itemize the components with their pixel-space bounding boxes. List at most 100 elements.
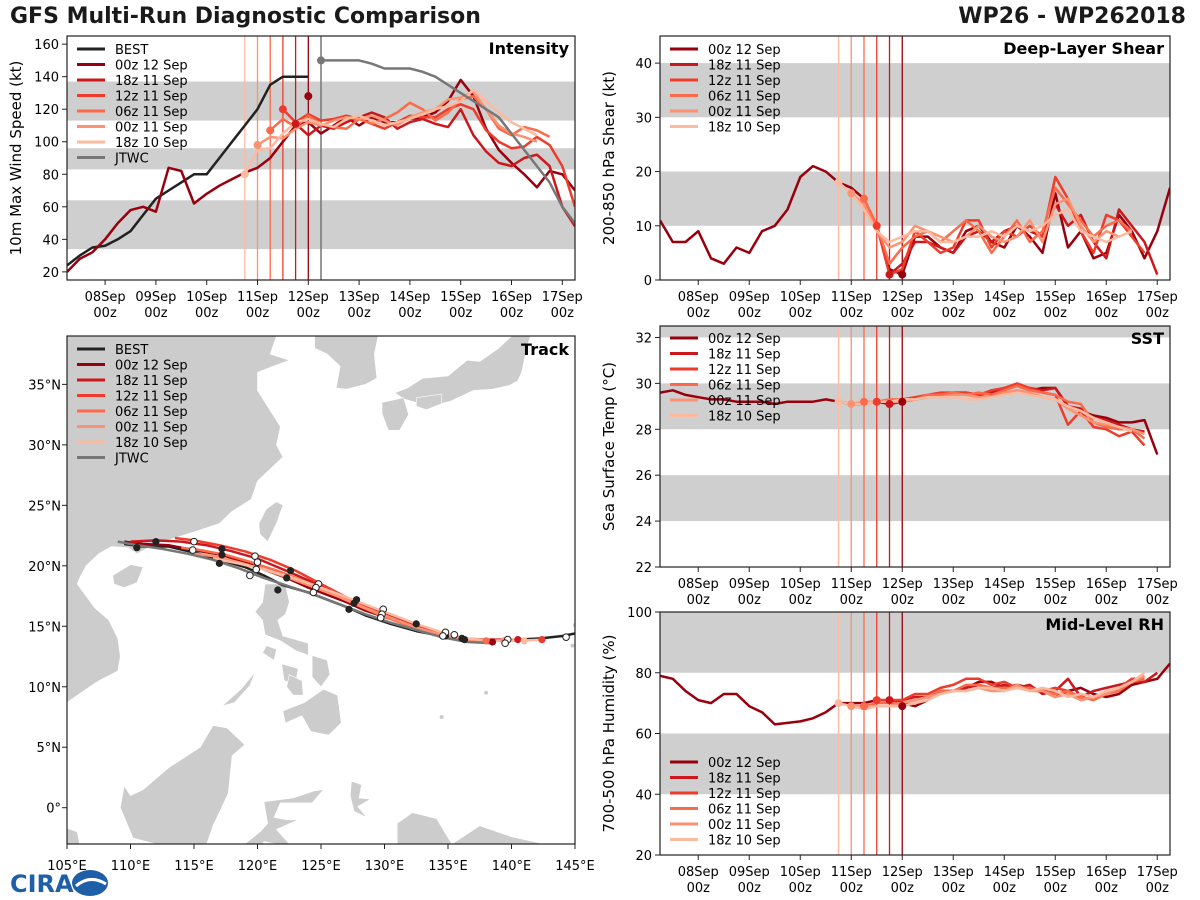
track-marker-filled [133, 544, 141, 552]
sst-xtick-label: 17Sep [1137, 577, 1178, 592]
sst-shade-band [660, 475, 1170, 522]
track-legend-label: 06z 11 Sep [115, 405, 188, 420]
rh-series-run_18z10 [838, 671, 1146, 711]
new-guinea-shape [396, 812, 575, 844]
shear-xtick-label: 08Sep [678, 290, 719, 305]
intensity-ytick-label: 100 [34, 136, 59, 151]
track-ytick-label: 20°N [28, 560, 61, 575]
track-marker-open [376, 614, 385, 622]
intensity-xtick-label: 00z [297, 306, 321, 321]
track-legend-label: BEST [115, 343, 148, 358]
intensity-series-jtwc [321, 59, 575, 224]
shear-xtick-label: 12Sep [882, 290, 923, 305]
intensity-init-point [240, 170, 249, 179]
rh-xtick-label: 00z [738, 881, 762, 896]
sst-init-point [860, 397, 868, 406]
track-xtick-label: 145°E [555, 859, 595, 874]
track-ytick-label: 35°N [28, 378, 61, 393]
shear-series-group [660, 164, 1170, 279]
intensity-title: Intensity [489, 39, 570, 58]
track-xtick-label: 130°E [365, 859, 405, 874]
intensity-ytick-label: 140 [34, 71, 59, 86]
sst-title: SST [1131, 329, 1164, 348]
track-marker-open [253, 558, 262, 566]
track-marker-filled [520, 637, 528, 645]
rh-xtick-label: 00z [789, 881, 813, 896]
track-marker-filled [345, 605, 353, 613]
storm-id: WP26 - WP262018 [958, 4, 1186, 29]
sst-ytick-label: 28 [635, 423, 652, 438]
shear-ytick-label: 40 [635, 57, 652, 72]
shear-series-run_12z11 [875, 175, 1146, 276]
track-xtick-label: 105°E [47, 859, 87, 874]
sst-xtick-label: 08Sep [678, 577, 719, 592]
intensity-xtick-label: 00z [398, 306, 422, 321]
rh-ytick-label: 40 [635, 788, 652, 803]
rh-xtick-label: 10Sep [780, 865, 821, 880]
rh-ytick-label: 60 [635, 728, 652, 743]
intensity-init-point [266, 126, 275, 135]
rh-title: Mid-Level RH [1045, 615, 1164, 634]
sst-ytick-label: 26 [635, 469, 652, 484]
sst-legend-label: 00z 11 Sep [708, 394, 781, 409]
sst-ytick-label: 30 [635, 377, 652, 392]
sst-legend-label: 12z 11 Sep [708, 363, 781, 378]
track-ytick-label: 10°N [28, 681, 61, 696]
track-marker-open [188, 546, 197, 554]
sst-legend-label: 00z 12 Sep [708, 332, 781, 347]
intensity-ytick-label: 80 [42, 168, 59, 183]
intensity-series-group [67, 56, 575, 273]
rh-xtick-label: 12Sep [882, 865, 923, 880]
sst-ytick-label: 22 [635, 561, 652, 576]
mindanao-shape [282, 688, 342, 736]
hainan-shape [112, 564, 144, 588]
sst-xtick-label: 00z [1044, 593, 1068, 608]
track-ytick-label: 30°N [28, 439, 61, 454]
sst-legend-label: 18z 10 Sep [708, 410, 781, 425]
shear-legend-label: 12z 11 Sep [708, 74, 781, 89]
track-marker-open [190, 537, 198, 546]
track-marker-open [450, 630, 459, 639]
logo-globe-icon [72, 870, 108, 896]
mindoro-shape [262, 645, 277, 661]
rh-xtick-label: 00z [840, 881, 864, 896]
track-lines-group [117, 536, 575, 648]
sst-init-point [847, 400, 856, 409]
sst-init-point [872, 397, 881, 406]
track-marker-filled [274, 586, 282, 594]
rh-ytick-label: 20 [635, 849, 652, 864]
rh-legend-label: 12z 11 Sep [708, 787, 781, 802]
track-xtick-label: 140°E [492, 859, 532, 874]
track-marker-filled [488, 638, 497, 646]
track-line-jtwc [117, 540, 493, 645]
sst-shade-band [660, 326, 1170, 338]
intensity-xtick-label: 16Sep [491, 290, 532, 305]
shear-init-point [860, 194, 868, 203]
intensity-legend-label: BEST [115, 43, 148, 58]
shear-xtick-label: 15Sep [1035, 290, 1076, 305]
sst-legend-label: 18z 11 Sep [708, 348, 781, 363]
shear-xtick-label: 10Sep [780, 290, 821, 305]
intensity-init-point [304, 92, 313, 101]
shear-xtick-label: 14Sep [984, 290, 1025, 305]
luzon-shape [254, 583, 309, 656]
shear-init-point [872, 221, 881, 230]
rh-xtick-label: 17Sep [1137, 865, 1178, 880]
rh-xtick-label: 16Sep [1086, 865, 1127, 880]
shear-xtick-label: 00z [789, 306, 813, 321]
track-marker-open [501, 639, 509, 648]
rh-series-run_00z12 [660, 662, 1170, 726]
shear-legend-label: 18z 10 Sep [708, 121, 781, 136]
rh-ytick-label: 100 [627, 606, 652, 621]
track-marker-filled [152, 538, 160, 546]
sst-xtick-label: 11Sep [831, 577, 872, 592]
shear-xtick-label: 00z [891, 306, 915, 321]
shear-series-run_06z11 [862, 186, 1133, 265]
rh-legend-label: 00z 11 Sep [708, 818, 781, 833]
track-marker-open [562, 633, 570, 641]
track-xtick-label: 135°E [428, 859, 468, 874]
sst-shade-band [660, 383, 1170, 430]
shear-xtick-label: 16Sep [1086, 290, 1127, 305]
shear-xtick-label: 00z [993, 306, 1017, 321]
